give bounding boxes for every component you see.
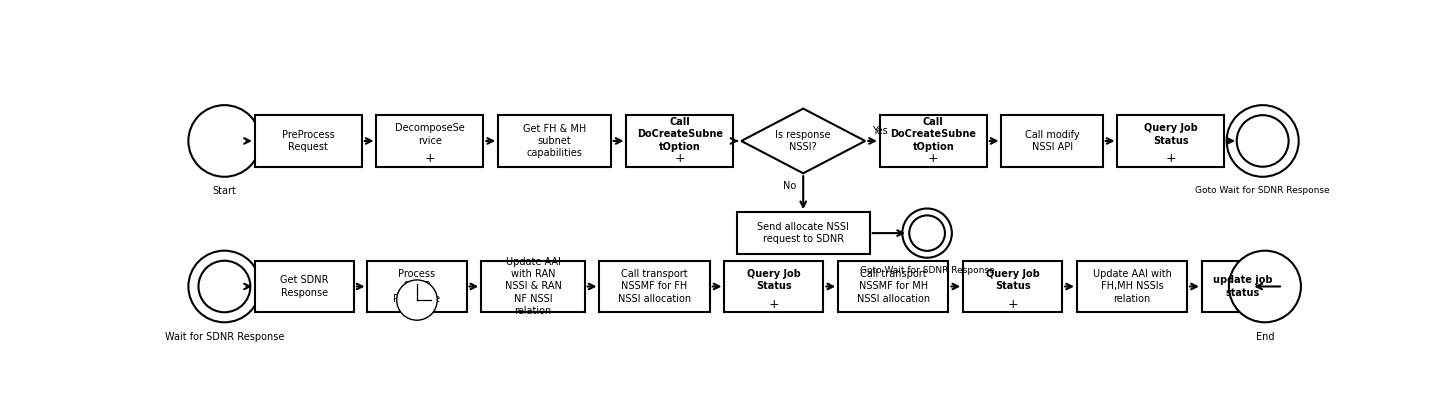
Text: Query Job
Status: Query Job Status [985, 269, 1039, 291]
FancyBboxPatch shape [368, 260, 466, 312]
Text: Call transport
NSSMF for FH
NSSI allocation: Call transport NSSMF for FH NSSI allocat… [618, 269, 692, 304]
FancyBboxPatch shape [498, 115, 610, 167]
FancyBboxPatch shape [254, 115, 362, 167]
Text: +: + [1007, 298, 1019, 311]
Text: Start: Start [212, 186, 237, 197]
FancyBboxPatch shape [254, 260, 355, 312]
Text: update job
status: update job status [1213, 275, 1273, 298]
Text: Call
DoCreateSubne
tOption: Call DoCreateSubne tOption [891, 117, 976, 152]
FancyBboxPatch shape [600, 260, 709, 312]
Ellipse shape [189, 105, 260, 177]
Text: Query Job
Status: Query Job Status [1144, 123, 1197, 146]
Text: Call
DoCreateSubne
tOption: Call DoCreateSubne tOption [636, 117, 724, 152]
FancyBboxPatch shape [1117, 115, 1225, 167]
Text: Get SDNR
Response: Get SDNR Response [280, 275, 328, 298]
Text: Process
SDNR
Response: Process SDNR Response [394, 269, 440, 304]
Text: Send allocate NSSI
request to SDNR: Send allocate NSSI request to SDNR [757, 222, 849, 244]
Text: +: + [769, 298, 779, 311]
Text: Goto Wait for SDNR Response: Goto Wait for SDNR Response [860, 266, 994, 275]
Text: Is response
NSSI?: Is response NSSI? [776, 130, 831, 152]
Text: +: + [424, 152, 436, 165]
Polygon shape [741, 109, 865, 173]
FancyBboxPatch shape [737, 212, 870, 254]
Text: +: + [928, 152, 939, 165]
Text: Call modify
NSSI API: Call modify NSSI API [1024, 130, 1080, 152]
Text: Wait for SDNR Response: Wait for SDNR Response [164, 332, 285, 342]
FancyBboxPatch shape [725, 260, 824, 312]
FancyBboxPatch shape [838, 260, 949, 312]
Text: Goto Wait for SDNR Response: Goto Wait for SDNR Response [1196, 186, 1329, 195]
FancyBboxPatch shape [963, 260, 1062, 312]
Text: Call transport
NSSMF for MH
NSSI allocation: Call transport NSSMF for MH NSSI allocat… [857, 269, 930, 304]
Text: Update AAI with
FH,MH NSSIs
relation: Update AAI with FH,MH NSSIs relation [1093, 269, 1171, 304]
Ellipse shape [199, 261, 250, 312]
Ellipse shape [189, 251, 260, 322]
Text: Update AAI
with RAN
NSSI & RAN
NF NSSI
relation: Update AAI with RAN NSSI & RAN NF NSSI r… [504, 257, 561, 316]
Text: PreProcess
Request: PreProcess Request [282, 130, 334, 152]
Text: Get FH & MH
subnet
capabilities: Get FH & MH subnet capabilities [523, 123, 586, 158]
FancyBboxPatch shape [481, 260, 584, 312]
Text: Yes: Yes [872, 126, 888, 136]
Ellipse shape [1226, 105, 1299, 177]
Text: No: No [783, 181, 796, 192]
FancyBboxPatch shape [376, 115, 484, 167]
Ellipse shape [1237, 115, 1289, 167]
FancyBboxPatch shape [626, 115, 734, 167]
Text: End: End [1255, 332, 1274, 342]
Ellipse shape [902, 208, 952, 258]
FancyBboxPatch shape [881, 115, 987, 167]
Ellipse shape [397, 280, 437, 320]
Text: DecomposeSe
rvice: DecomposeSe rvice [395, 123, 465, 146]
FancyBboxPatch shape [1077, 260, 1187, 312]
Text: Query Job
Status: Query Job Status [747, 269, 801, 291]
Text: +: + [1165, 152, 1175, 165]
FancyBboxPatch shape [1001, 115, 1103, 167]
Ellipse shape [910, 215, 944, 251]
Ellipse shape [1229, 251, 1300, 322]
Text: +: + [674, 152, 686, 165]
FancyBboxPatch shape [1202, 260, 1283, 312]
